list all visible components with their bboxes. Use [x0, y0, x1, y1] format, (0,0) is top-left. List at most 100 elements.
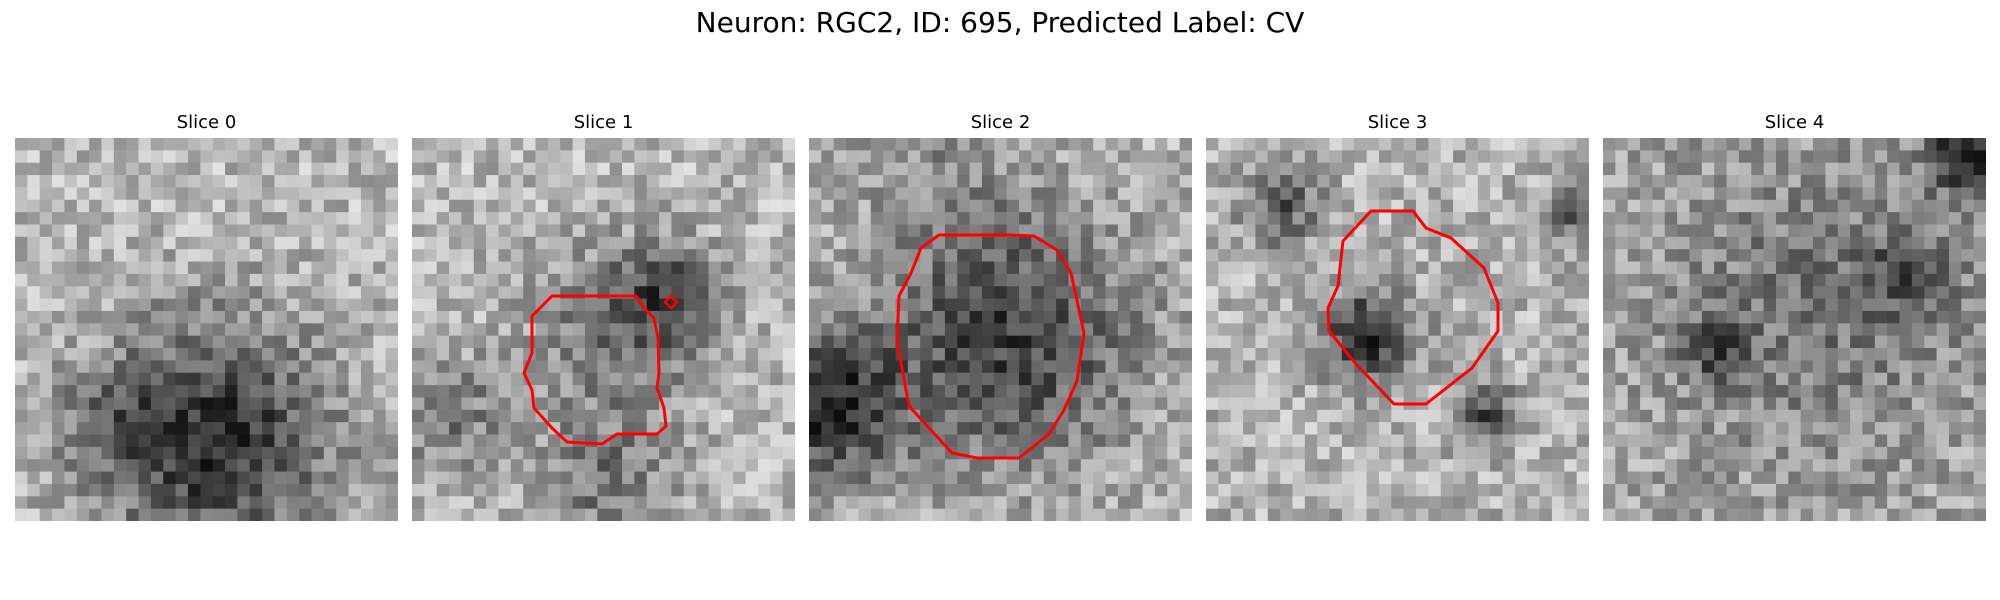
image-pixel — [770, 372, 784, 386]
image-pixel — [944, 199, 958, 213]
image-pixel — [994, 422, 1008, 436]
image-pixel — [1775, 298, 1789, 312]
image-pixel — [1763, 397, 1777, 411]
image-pixel — [907, 508, 921, 521]
image-pixel — [1701, 286, 1715, 300]
image-pixel — [89, 286, 103, 300]
image-pixel — [782, 496, 795, 510]
image-pixel — [1403, 162, 1417, 176]
image-pixel — [821, 187, 835, 201]
image-pixel — [809, 298, 822, 312]
image-pixel — [572, 150, 586, 164]
image-pixel — [622, 150, 635, 164]
image-pixel — [1738, 335, 1752, 349]
image-pixel — [1973, 212, 1986, 226]
image-pixel — [1428, 434, 1442, 448]
image-pixel — [1416, 335, 1429, 349]
image-pixel — [1961, 273, 1975, 287]
image-pixel — [745, 286, 759, 300]
image-pixel — [907, 286, 921, 300]
image-pixel — [1788, 298, 1802, 312]
image-pixel — [770, 261, 784, 275]
image-pixel — [1329, 422, 1343, 436]
image-pixel — [336, 434, 350, 448]
image-pixel — [757, 150, 771, 164]
image-pixel — [659, 224, 673, 238]
image-pixel — [1043, 323, 1057, 337]
image-pixel — [932, 175, 946, 189]
image-pixel — [1640, 483, 1654, 497]
image-pixel — [138, 348, 152, 361]
image-pixel — [994, 212, 1008, 226]
image-pixel — [1142, 335, 1156, 349]
image-pixel — [1167, 348, 1181, 361]
image-pixel — [1378, 422, 1392, 436]
image-pixel — [1603, 273, 1616, 287]
image-pixel — [1179, 397, 1192, 411]
image-pixel — [1354, 348, 1368, 361]
image-pixel — [1862, 150, 1876, 164]
image-pixel — [150, 434, 164, 448]
image-pixel — [1465, 348, 1479, 361]
image-pixel — [150, 224, 164, 238]
image-pixel — [1911, 187, 1925, 201]
image-pixel — [311, 446, 325, 460]
image-pixel — [286, 249, 300, 263]
image-pixel — [833, 409, 847, 423]
image-pixel — [1167, 310, 1181, 324]
image-pixel — [1627, 372, 1641, 386]
image-pixel — [969, 187, 983, 201]
image-pixel — [1887, 496, 1901, 510]
image-pixel — [1911, 335, 1925, 349]
image-pixel — [286, 360, 300, 374]
image-pixel — [1317, 422, 1331, 436]
image-pixel — [1428, 187, 1442, 201]
image-pixel — [286, 335, 300, 349]
image-pixel — [1440, 397, 1454, 411]
image-pixel — [52, 138, 66, 151]
image-pixel — [1068, 150, 1082, 164]
image-pixel — [323, 150, 337, 164]
image-pixel — [1936, 162, 1950, 176]
image-pixel — [1403, 138, 1417, 151]
image-pixel — [1576, 138, 1589, 151]
image-pixel — [1874, 273, 1888, 287]
image-pixel — [1378, 323, 1392, 337]
image-pixel — [1738, 434, 1752, 448]
image-pixel — [150, 471, 164, 485]
image-pixel — [1366, 138, 1380, 151]
image-pixel — [138, 508, 152, 521]
image-pixel — [64, 483, 78, 497]
image-pixel — [757, 224, 771, 238]
image-pixel — [1056, 483, 1070, 497]
image-pixel — [1080, 496, 1094, 510]
image-pixel — [1862, 372, 1876, 386]
image-pixel — [101, 385, 115, 399]
image-pixel — [1006, 483, 1020, 497]
image-pixel — [597, 459, 611, 473]
image-pixel — [385, 286, 398, 300]
image-pixel — [1453, 212, 1467, 226]
image-pixel — [1105, 459, 1119, 473]
image-pixel — [535, 459, 549, 473]
image-pixel — [547, 224, 561, 238]
image-pixel — [1105, 261, 1119, 275]
image-pixel — [1973, 310, 1986, 324]
image-pixel — [572, 360, 586, 374]
image-pixel — [1403, 385, 1417, 399]
image-pixel — [782, 397, 795, 411]
image-pixel — [907, 335, 921, 349]
image-pixel — [969, 212, 983, 226]
image-pixel — [1105, 496, 1119, 510]
image-pixel — [1862, 298, 1876, 312]
slice-panel-0: Slice 0 — [15, 108, 398, 521]
image-pixel — [138, 471, 152, 485]
image-pixel — [1043, 138, 1057, 151]
image-pixel — [609, 273, 623, 287]
image-pixel — [1243, 372, 1257, 386]
image-pixel — [1255, 187, 1269, 201]
image-pixel — [175, 335, 189, 349]
image-pixel — [1292, 175, 1306, 189]
image-pixel — [1874, 175, 1888, 189]
image-pixel — [274, 323, 288, 337]
